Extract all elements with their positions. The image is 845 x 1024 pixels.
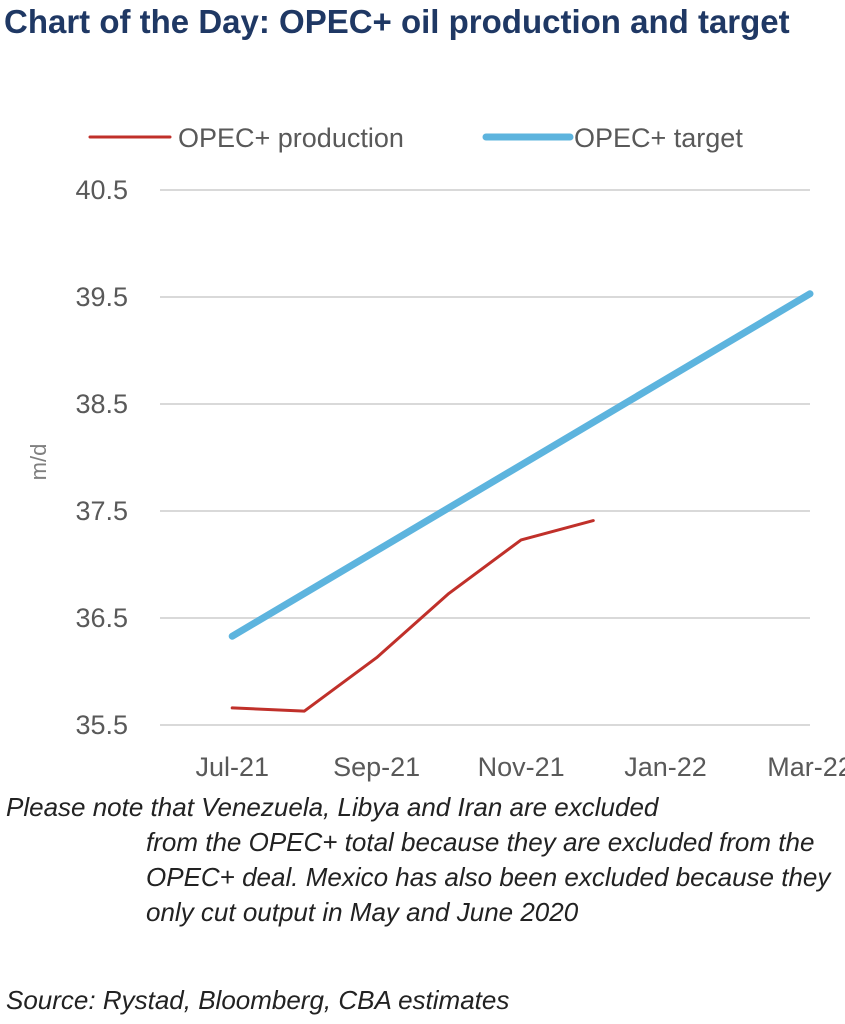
footnote: Please note that Venezuela, Libya and Ir…	[6, 790, 838, 930]
y-axis-title: m/d	[26, 444, 51, 481]
x-tick-label: Jul-21	[195, 752, 269, 782]
legend-opec-production-label: OPEC+ production	[178, 123, 404, 153]
y-tick-label: 38.5	[75, 389, 128, 419]
footnote-continuation: from the OPEC+ total because they are ex…	[146, 827, 831, 927]
x-tick-label: Jan-22	[624, 752, 707, 782]
footnote-first-line: Please note that Venezuela, Libya and Ir…	[6, 792, 659, 822]
x-tick-label: Sep-21	[333, 752, 420, 782]
source-note: Source: Rystad, Bloomberg, CBA estimates	[6, 985, 510, 1015]
series-line-opec-production	[230, 519, 595, 713]
chart-title: Chart of the Day: OPEC+ oil production a…	[4, 3, 790, 40]
y-tick-label: 37.5	[75, 496, 128, 526]
y-tick-label: 40.5	[75, 175, 128, 205]
series-lines	[228, 290, 814, 713]
line-chart: 35.5 36.5 37.5 38.5 39.5 40.5 Jul-21 Sep-21 Nov…	[26, 123, 845, 782]
x-tick-label: Nov-21	[478, 752, 565, 782]
y-tick-label: 35.5	[75, 710, 128, 740]
legend-opec-target-label: OPEC+ target	[574, 123, 743, 153]
gridlines	[160, 189, 810, 726]
y-tick-label: 36.5	[75, 603, 128, 633]
x-tick-label: Mar-22	[767, 752, 845, 782]
x-axis-tick-labels: Jul-21 Sep-21 Nov-21 Jan-22 Mar-22	[195, 752, 845, 782]
y-axis-tick-labels: 35.5 36.5 37.5 38.5 39.5 40.5	[75, 175, 128, 740]
y-tick-label: 39.5	[75, 282, 128, 312]
series-line-opec-target	[228, 290, 814, 640]
legend: OPEC+ production OPEC+ target	[88, 123, 743, 153]
